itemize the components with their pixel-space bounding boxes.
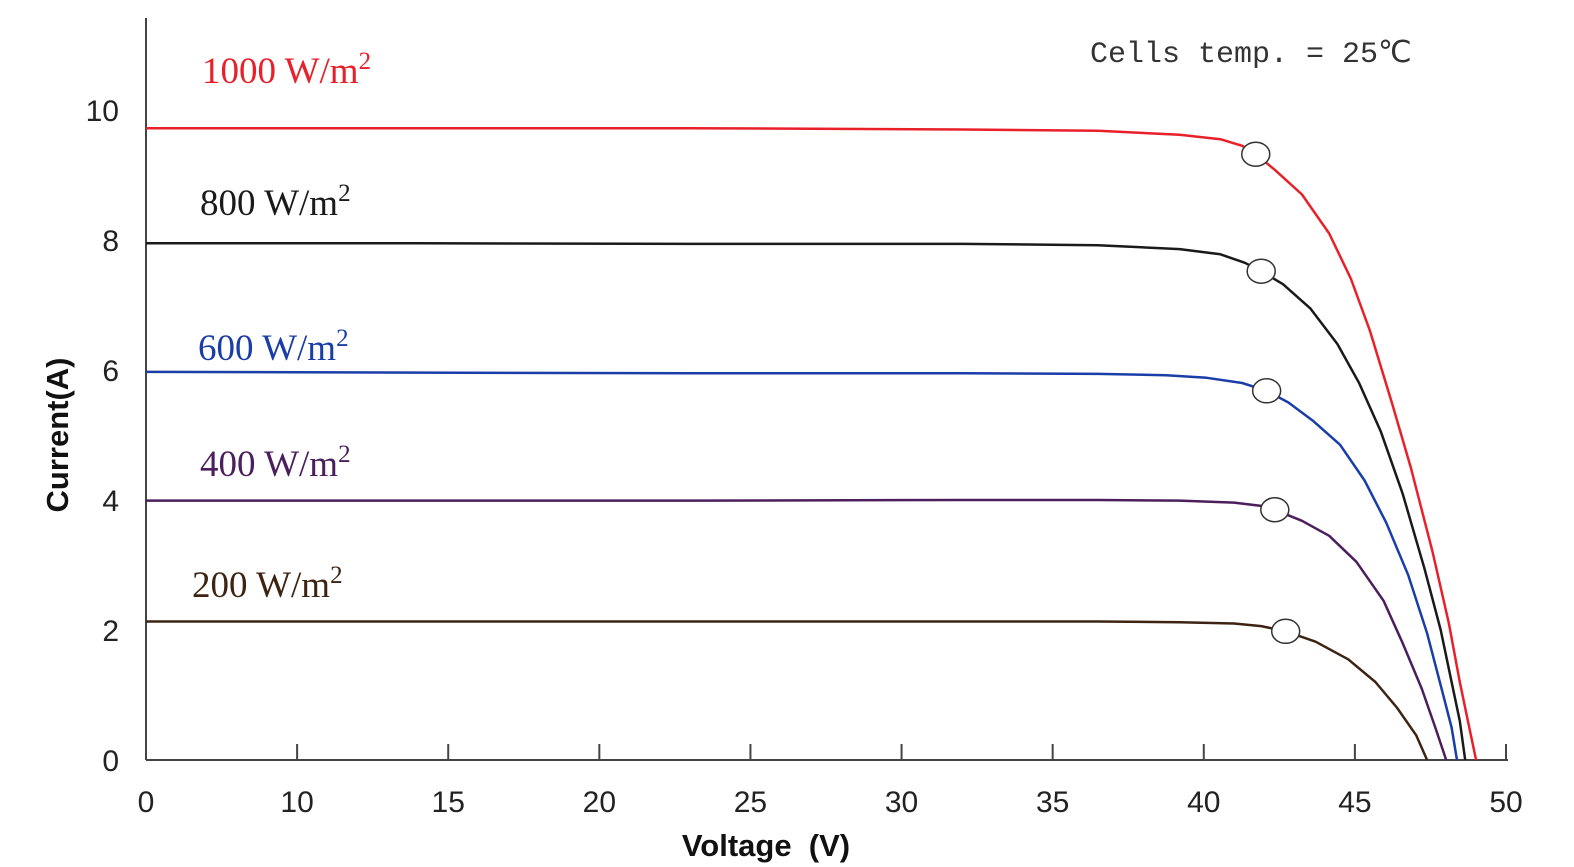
series-label-0: 1000 W/m2 <box>202 48 371 92</box>
x-tick-label: 15 <box>432 786 465 819</box>
x-axis-title: Voltage (V) <box>682 828 850 863</box>
x-tick-label: 50 <box>1489 786 1522 819</box>
mpp-marker-3 <box>1260 497 1290 523</box>
y-tick-label: 8 <box>102 225 119 258</box>
x-tick-label: 35 <box>1036 786 1069 819</box>
x-tick-label: 40 <box>1187 786 1220 819</box>
x-ticks: 0 10 15 20 25 30 35 40 45 50 <box>138 744 1523 819</box>
mpp-marker-4 <box>1270 618 1301 645</box>
series-label-2: 600 W/m2 <box>198 325 349 369</box>
cells-temperature-annotation: Cells temp. = 25℃ <box>1090 38 1412 72</box>
series-line-4 <box>146 620 1429 761</box>
x-tick-label: 20 <box>583 786 616 819</box>
series-line-0 <box>146 126 1478 761</box>
x-tick-label: 10 <box>280 786 313 819</box>
series-line-1 <box>146 242 1467 761</box>
y-ticks: 0 2 4 6 8 10 <box>86 95 119 778</box>
series-label-4: 200 W/m2 <box>192 562 343 606</box>
mpp-marker-2 <box>1251 378 1282 404</box>
y-tick-label: 0 <box>102 745 119 778</box>
mpp-marker-1 <box>1246 258 1276 284</box>
mpp-marker-0 <box>1241 141 1271 167</box>
series-line-2 <box>145 370 1459 761</box>
x-tick-label: 25 <box>734 786 767 819</box>
y-tick-label: 2 <box>102 615 119 648</box>
series-label-1: 800 W/m2 <box>200 180 351 224</box>
y-tick-label: 10 <box>86 95 119 128</box>
x-tick-label: 45 <box>1338 786 1371 819</box>
series-group <box>145 126 1478 761</box>
x-tick-label: 30 <box>885 786 918 819</box>
y-tick-label: 4 <box>102 485 119 518</box>
y-tick-label: 6 <box>102 355 119 388</box>
axes <box>145 18 1508 761</box>
y-axis-title: Current(A) <box>40 358 75 513</box>
x-tick-label: 0 <box>138 786 155 819</box>
series-label-3: 400 W/m2 <box>200 441 351 485</box>
series-labels: 1000 W/m2 800 W/m2 600 W/m2 400 W/m2 200 W/m… <box>192 48 371 606</box>
series-line-3 <box>146 498 1448 761</box>
